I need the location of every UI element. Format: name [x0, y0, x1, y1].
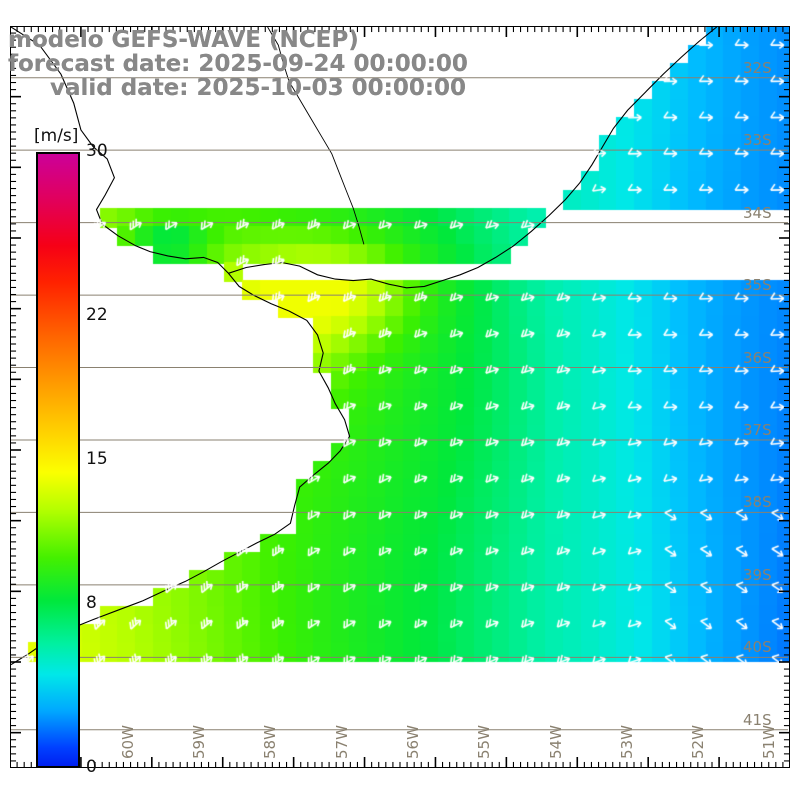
colorbar-swatch — [36, 152, 80, 768]
colorbar-tick-22: 22 — [86, 305, 108, 326]
colorbar-tick-30: 30 — [86, 141, 108, 161]
left-axis-ticks — [10, 26, 21, 768]
colorbar-gradient — [38, 154, 78, 766]
title-forecast-date: forecast date: 2025-09-24 00:00:00 — [8, 51, 468, 78]
right-axis-ticks — [779, 26, 790, 768]
colorbar-unit-label: [m/s] — [34, 126, 79, 146]
bottom-axis-ticks — [10, 757, 790, 768]
top-axis-ticks — [10, 26, 790, 37]
colorbar-tick-15: 15 — [86, 449, 108, 469]
map-plot-area — [11, 27, 789, 767]
map-frame — [10, 26, 790, 768]
wind-barb-overlay — [11, 27, 789, 767]
title-valid-date: valid date: 2025-10-03 00:00:00 — [49, 75, 467, 102]
colorbar-tick-8: 8 — [86, 592, 97, 613]
colorbar-tick-0: 0 — [86, 757, 97, 777]
title-model: modelo GEFS-WAVE (NCEP) — [8, 27, 359, 53]
figure-title: modelo GEFS-WAVE (NCEP) forecast date: 2… — [8, 27, 508, 102]
